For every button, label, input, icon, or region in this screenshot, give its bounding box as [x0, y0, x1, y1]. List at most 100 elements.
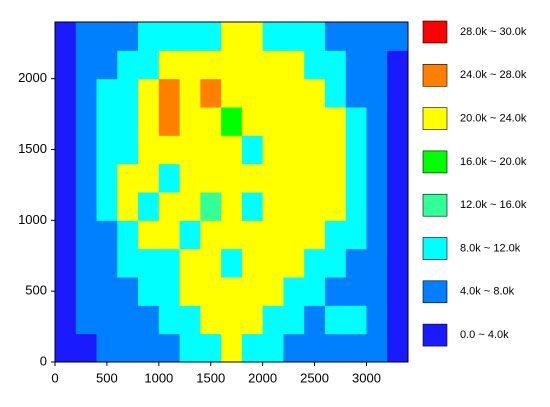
contour-cell: [55, 220, 77, 250]
contour-cell: [96, 163, 118, 193]
legend-label: 24.0k ~ 28.0k: [460, 69, 527, 81]
contour-cell: [158, 135, 181, 165]
contour-cell: [283, 192, 305, 221]
contour-cell: [96, 192, 118, 221]
contour-cell: [117, 192, 139, 221]
contour-cell: [75, 220, 98, 250]
contour-cell: [345, 107, 367, 136]
contour-cell: [304, 22, 326, 51]
contour-cell: [283, 277, 305, 306]
contour-cell: [200, 305, 222, 335]
contour-cell: [55, 333, 77, 363]
contour-cell: [283, 107, 305, 136]
contour-cell: [304, 248, 326, 278]
contour-cell: [158, 163, 181, 193]
contour-cell: [75, 277, 98, 306]
contour-cell: [117, 107, 139, 136]
x-tick-label: 0: [51, 370, 58, 385]
contour-cell: [324, 163, 347, 193]
legend-swatch: [422, 323, 448, 347]
contour-cell: [324, 22, 347, 51]
contour-cell: [55, 192, 77, 221]
contour-cell: [55, 248, 77, 278]
contour-cell: [345, 333, 367, 363]
contour-cell: [345, 248, 367, 278]
contour-cell: [138, 220, 160, 250]
contour-cell: [221, 22, 243, 51]
x-tick-label: 1000: [144, 370, 173, 385]
contour-cell: [345, 277, 367, 306]
contour-cell: [55, 22, 77, 51]
contour-cell: [200, 135, 222, 165]
contour-cell: [221, 248, 243, 278]
contour-cell: [117, 277, 139, 306]
contour-cell: [366, 107, 388, 136]
contour-cell: [179, 163, 201, 193]
legend: 28.0k ~ 30.0k 24.0k ~ 28.0k 20.0k ~ 24.0k 1…: [422, 20, 527, 347]
contour-cell: [283, 220, 305, 250]
contour-cell: [75, 50, 98, 80]
contour-cell: [179, 135, 201, 165]
x-tick-label: 500: [96, 370, 118, 385]
contour-cell: [241, 135, 264, 165]
y-tick-label: 1500: [18, 141, 47, 156]
contour-cell: [158, 22, 181, 51]
contour-cell: [262, 248, 284, 278]
legend-label: 12.0k ~ 16.0k: [460, 199, 527, 211]
contour-cell: [345, 22, 367, 51]
contour-cell: [241, 305, 264, 335]
contour-cell: [241, 220, 264, 250]
contour-cell: [324, 277, 347, 306]
contour-cell: [138, 22, 160, 51]
contour-cell: [283, 163, 305, 193]
contour-cell: [241, 192, 264, 221]
contour-cell: [96, 305, 118, 335]
contour-cell: [324, 248, 347, 278]
contour-cell: [387, 192, 409, 221]
contour-cell: [200, 277, 222, 306]
contour-cell: [158, 333, 181, 363]
contour-cell: [304, 163, 326, 193]
contour-cell: [345, 305, 367, 335]
y-tick-label: 1000: [18, 212, 47, 227]
contour-cell: [304, 135, 326, 165]
contour-cell: [221, 305, 243, 335]
contour-cell: [200, 107, 222, 136]
contour-cell: [366, 220, 388, 250]
contour-cell: [262, 277, 284, 306]
contour-cell: [75, 107, 98, 136]
legend-swatch: [422, 64, 448, 87]
contour-cell: [75, 163, 98, 193]
contour-cell: [96, 248, 118, 278]
contour-cell: [117, 248, 139, 278]
contour-cell: [387, 135, 409, 165]
contour-cell: [221, 277, 243, 306]
contour-cell: [366, 50, 388, 80]
contour-cell: [221, 50, 243, 80]
contour-cell: [55, 135, 77, 165]
legend-swatch: [422, 20, 448, 44]
contour-cell: [262, 192, 284, 221]
x-tick-label: 2000: [248, 370, 277, 385]
contour-cell: [366, 135, 388, 165]
contour-cell: [158, 192, 181, 221]
contour-cell: [366, 248, 388, 278]
contour-cell: [221, 192, 243, 221]
contour-cell: [366, 78, 388, 108]
contour-cell: [179, 333, 201, 363]
contour-cell: [117, 220, 139, 250]
contour-cell: [324, 192, 347, 221]
contour-cell: [117, 135, 139, 165]
contour-cell: [241, 50, 264, 80]
x-tick-label: 1500: [196, 370, 225, 385]
contour-cell: [283, 248, 305, 278]
contour-cell: [96, 22, 118, 51]
legend-swatch: [422, 237, 448, 260]
contour-cell: [345, 135, 367, 165]
contour-cell: [96, 135, 118, 165]
legend-label: 20.0k ~ 24.0k: [460, 113, 527, 125]
contour-cell: [179, 78, 201, 108]
contour-cell: [345, 163, 367, 193]
contour-cell: [387, 305, 409, 335]
contour-cell: [75, 248, 98, 278]
